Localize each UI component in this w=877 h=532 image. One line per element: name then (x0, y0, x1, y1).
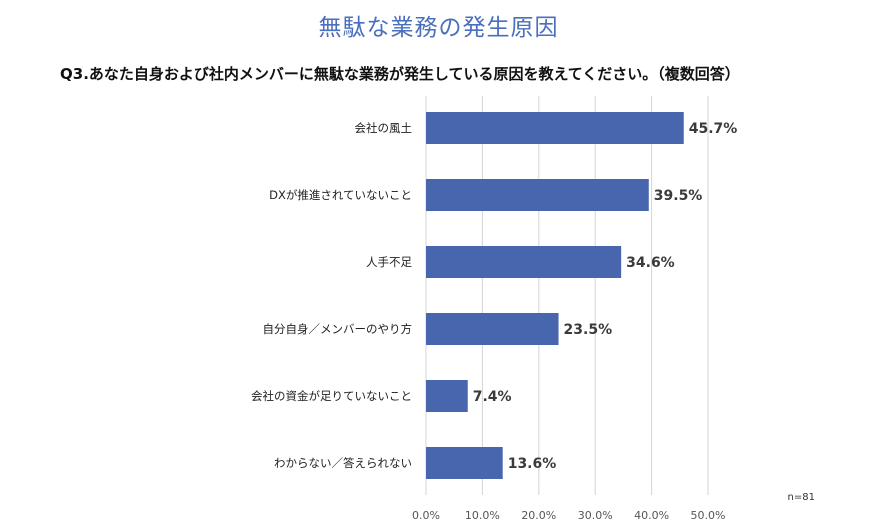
value-label: 13.6% (508, 456, 557, 472)
category-label: DXが推進されていないこと (269, 188, 412, 202)
category-label: 自分自身／メンバーのやり方 (263, 322, 413, 336)
x-tick-label: 40.0% (634, 509, 669, 522)
category-label: 人手不足 (366, 255, 412, 269)
bar (426, 313, 559, 345)
value-label: 7.4% (473, 389, 512, 405)
x-tick-label: 20.0% (521, 509, 556, 522)
bar (426, 246, 622, 278)
value-label: 39.5% (654, 188, 703, 204)
gridlines (425, 96, 709, 495)
x-tick-label: 10.0% (465, 509, 500, 522)
value-label: 34.6% (626, 255, 675, 271)
bar (426, 447, 503, 479)
bar (426, 112, 684, 144)
bar (426, 179, 649, 211)
category-label: 会社の資金が足りていないこと (251, 389, 412, 403)
x-tick-label: 50.0% (691, 509, 726, 522)
value-label: 45.7% (689, 121, 738, 137)
labels: 0.0% 10.0% 20.0% 30.0% 40.0% 50.0% 会社の風土 45.7% D… (251, 121, 815, 522)
bar (426, 380, 468, 412)
x-tick-label: 30.0% (578, 509, 613, 522)
category-label: わからない／答えられない (274, 456, 412, 470)
x-tick-label: 0.0% (412, 509, 440, 522)
value-label: 23.5% (564, 322, 613, 338)
category-label: 会社の風土 (355, 121, 413, 135)
sample-size-note: n=81 (788, 492, 815, 503)
chart-title: 無駄な業務の発生原因 (318, 15, 559, 41)
bars (426, 112, 684, 479)
chart-subtitle: Q3.あなた自身および社内メンバーに無駄な業務が発生している原因を教えてください… (60, 65, 740, 83)
